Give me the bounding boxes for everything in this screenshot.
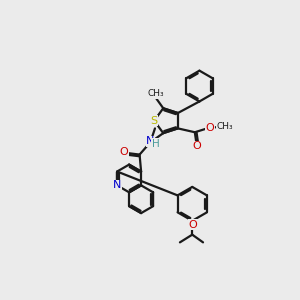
- Text: CH₃: CH₃: [217, 122, 233, 131]
- Text: O: O: [206, 123, 214, 133]
- Text: N: N: [113, 180, 121, 190]
- Text: S: S: [150, 116, 157, 126]
- Text: O: O: [189, 220, 197, 230]
- Text: CH₃: CH₃: [147, 89, 164, 98]
- Text: N: N: [146, 136, 154, 146]
- Text: O: O: [120, 147, 128, 157]
- Text: O: O: [193, 141, 202, 151]
- Text: H: H: [152, 139, 160, 149]
